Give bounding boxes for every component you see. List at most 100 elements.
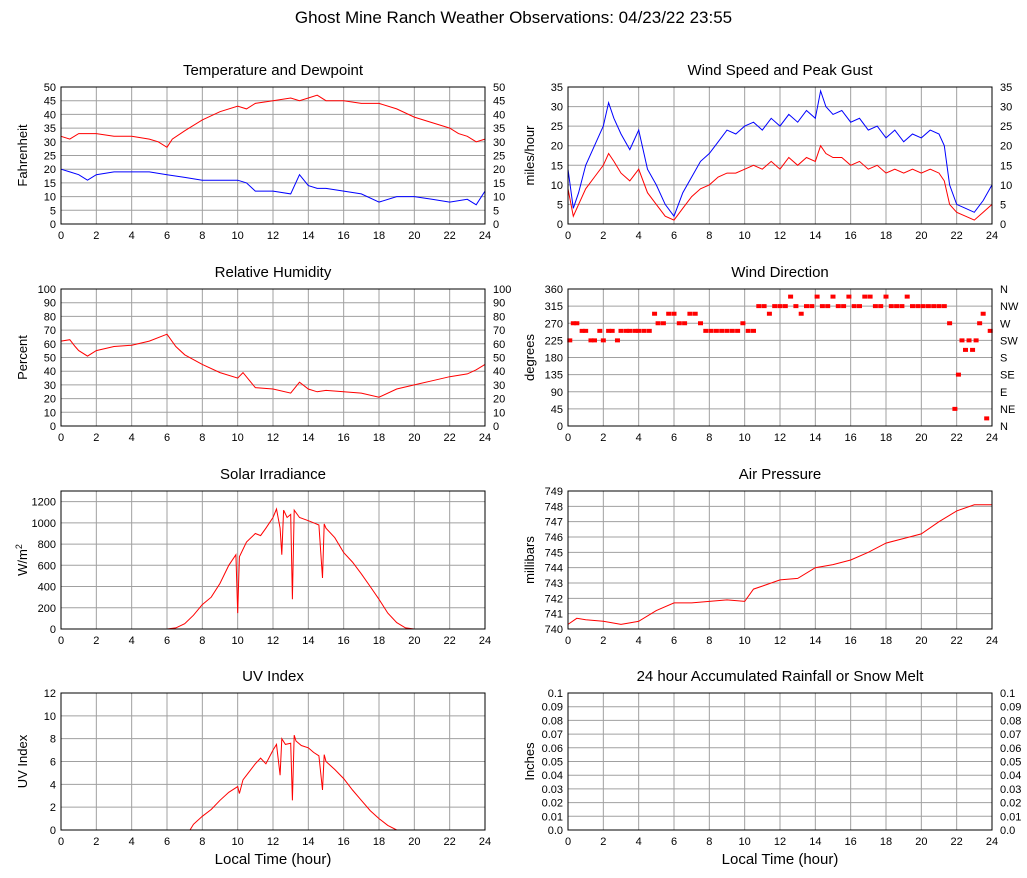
x-tick-label: 4 <box>636 230 642 242</box>
x-tick-label: 4 <box>129 230 135 242</box>
y-tick-label-right: 0.07 <box>1000 729 1021 741</box>
y-tick-label: 40 <box>44 109 56 121</box>
y-tick-label-right: 0.04 <box>1000 770 1021 782</box>
y-tick-label: 0 <box>557 421 563 433</box>
y-tick-label: 10 <box>551 180 563 192</box>
x-tick-label: 16 <box>845 635 857 647</box>
x-tick-label: 6 <box>164 230 170 242</box>
y-tick-label-right: 5 <box>1000 199 1006 211</box>
x-tick-label: 2 <box>93 432 99 444</box>
x-tick-label: 10 <box>739 432 751 444</box>
data-point <box>910 304 915 309</box>
x-tick-label: 24 <box>479 432 491 444</box>
y-tick-label: 25 <box>44 151 56 163</box>
y-tick-label: 25 <box>551 121 563 133</box>
data-point <box>883 294 889 299</box>
data-point <box>609 328 615 333</box>
x-tick-label: 2 <box>600 635 606 647</box>
x-tick-label: 16 <box>338 432 350 444</box>
data-point <box>719 328 725 333</box>
x-tick-label: 20 <box>408 230 420 242</box>
series-line-0 <box>61 735 485 831</box>
y-tick-label: 80 <box>44 311 56 323</box>
data-point <box>671 311 677 316</box>
y-tick-label-right: 35 <box>493 123 505 135</box>
data-point <box>703 328 709 333</box>
y-tick-label: 50 <box>44 82 56 94</box>
x-tick-label: 22 <box>444 432 456 444</box>
y-tick-label-right: 40 <box>493 366 505 378</box>
x-tick-label: 16 <box>338 635 350 647</box>
x-tick-label: 14 <box>302 230 314 242</box>
y-tick-label: 20 <box>44 164 56 176</box>
y-tick-label-right: 40 <box>493 109 505 121</box>
data-point <box>592 338 597 343</box>
x-tick-label: 8 <box>706 635 712 647</box>
data-point <box>692 311 698 316</box>
x-tick-label: 18 <box>373 836 385 848</box>
y-tick-label: 0.0 <box>548 825 563 837</box>
data-point <box>987 328 993 333</box>
data-point <box>614 338 620 343</box>
y-tick-label-right: 50 <box>493 353 505 365</box>
data-point <box>676 321 682 326</box>
data-point <box>724 328 730 333</box>
x-tick-label: 22 <box>444 836 456 848</box>
data-point <box>777 304 783 309</box>
plot-frame <box>567 288 993 427</box>
y-tick-label: 8 <box>50 734 56 746</box>
data-point <box>606 328 612 333</box>
y-tick-label: 90 <box>44 298 56 310</box>
x-tick-label: 2 <box>93 635 99 647</box>
y-tick-label: 0.1 <box>548 688 563 700</box>
x-tick-label: 8 <box>199 635 205 647</box>
data-point <box>888 304 894 309</box>
x-tick-label: 22 <box>951 432 963 444</box>
data-point <box>984 416 990 421</box>
x-tick-label: 18 <box>880 432 892 444</box>
data-point <box>970 347 976 352</box>
y-tick-label: 6 <box>50 757 56 769</box>
x-tick-label: 10 <box>232 230 244 242</box>
data-point <box>751 328 756 333</box>
y-tick-label: 360 <box>545 284 563 296</box>
y-tick-label-right: 10 <box>1000 180 1012 192</box>
plot-frame <box>60 288 486 427</box>
y-tick-label: 10 <box>44 407 56 419</box>
y-tick-label: 35 <box>44 123 56 135</box>
data-point <box>814 294 820 299</box>
y-tick-label-right: SW <box>1000 335 1018 347</box>
plot-frame <box>60 86 486 225</box>
x-tick-label: 16 <box>845 836 857 848</box>
data-point <box>798 311 804 316</box>
y-axis-label: miles/hour <box>522 125 537 186</box>
y-tick-label: 200 <box>38 603 56 615</box>
y-tick-label: 90 <box>551 387 563 399</box>
data-point <box>825 304 831 309</box>
x-tick-label: 20 <box>915 230 927 242</box>
y-tick-label-right: 45 <box>493 96 505 108</box>
page-title: Ghost Mine Ranch Weather Observations: 0… <box>294 8 733 27</box>
x-tick-label: 12 <box>267 230 279 242</box>
y-tick-label: 744 <box>545 563 563 575</box>
x-tick-label: 22 <box>444 635 456 647</box>
y-tick-label: 740 <box>545 624 563 636</box>
y-tick-label: 742 <box>545 593 563 605</box>
x-tick-label: 2 <box>600 230 606 242</box>
series-line-1 <box>567 144 993 221</box>
x-tick-label: 24 <box>479 230 491 242</box>
y-tick-label: 315 <box>545 301 563 313</box>
y-axis-label: W/m2 <box>14 544 30 576</box>
y-tick-label: 15 <box>44 178 56 190</box>
data-point <box>740 321 746 326</box>
data-point <box>915 304 921 309</box>
y-axis-label: Fahrenheit <box>15 124 30 187</box>
y-tick-label: 30 <box>44 137 56 149</box>
y-tick-label-right: E <box>1000 387 1007 399</box>
data-point <box>966 338 972 343</box>
data-point <box>597 328 603 333</box>
y-tick-label: 135 <box>545 370 563 382</box>
y-tick-label-right: 30 <box>493 380 505 392</box>
y-tick-label-right: 100 <box>493 284 511 296</box>
